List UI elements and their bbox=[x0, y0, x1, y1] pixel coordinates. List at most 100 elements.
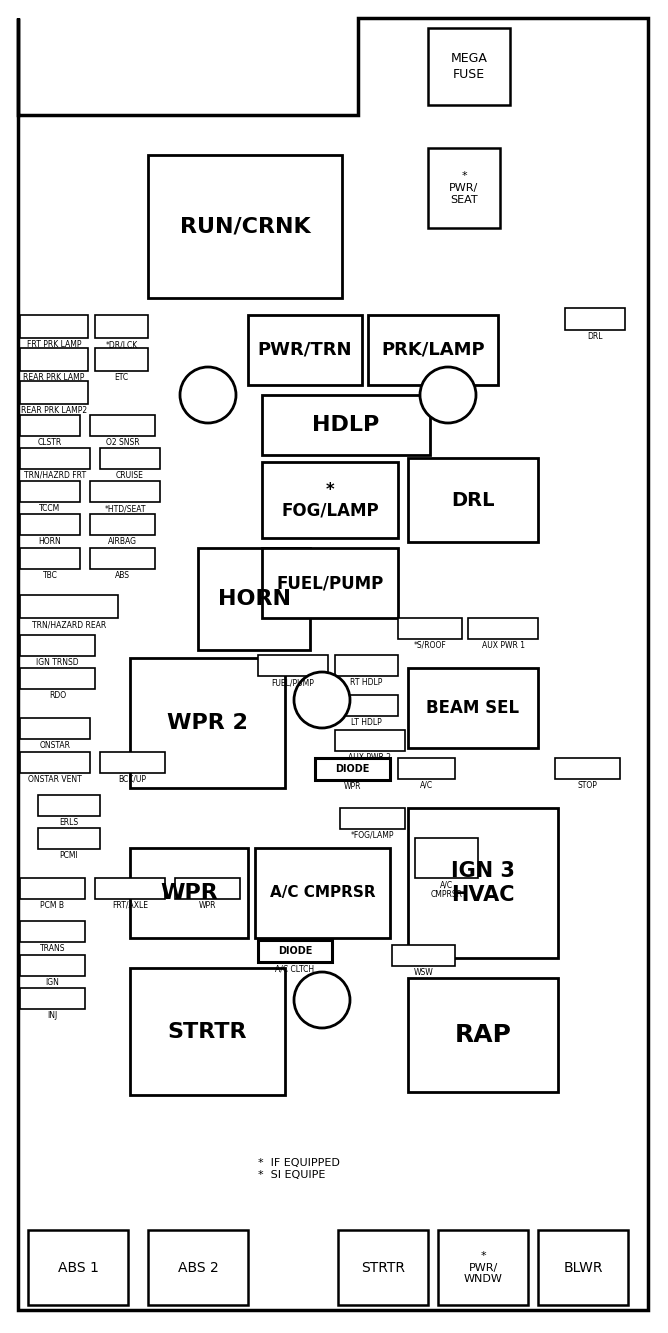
Text: A/C
CMPRSR: A/C CMPRSR bbox=[430, 880, 462, 900]
Text: HDLP: HDLP bbox=[313, 415, 379, 435]
Text: PWR/TRN: PWR/TRN bbox=[258, 341, 352, 359]
Text: WPR: WPR bbox=[344, 782, 361, 790]
Circle shape bbox=[294, 672, 350, 728]
Bar bbox=[335, 730, 405, 750]
Bar bbox=[315, 758, 390, 780]
Bar bbox=[408, 459, 538, 543]
Bar bbox=[408, 668, 538, 748]
Bar bbox=[415, 838, 478, 878]
Text: REAR PRK LAMP2: REAR PRK LAMP2 bbox=[21, 407, 87, 415]
Text: REAR PRK LAMP: REAR PRK LAMP bbox=[23, 373, 85, 383]
Bar bbox=[20, 548, 80, 569]
Bar bbox=[90, 481, 160, 503]
Bar bbox=[20, 752, 90, 773]
Bar bbox=[175, 878, 240, 898]
Bar bbox=[262, 463, 398, 539]
Text: IGN TRNSD: IGN TRNSD bbox=[36, 659, 79, 666]
Bar bbox=[262, 395, 430, 455]
Bar bbox=[262, 548, 398, 619]
Text: *DR/LCK: *DR/LCK bbox=[106, 340, 138, 349]
Bar bbox=[95, 348, 148, 371]
Text: IGN: IGN bbox=[45, 978, 59, 986]
Text: DIODE: DIODE bbox=[335, 764, 369, 774]
Text: BCK/UP: BCK/UP bbox=[118, 774, 146, 784]
Bar bbox=[338, 1230, 428, 1305]
Text: DIODE: DIODE bbox=[278, 946, 312, 956]
Bar bbox=[130, 968, 285, 1094]
Text: *
PWR/
WNDW: * PWR/ WNDW bbox=[464, 1250, 502, 1284]
Text: RUN/CRNK: RUN/CRNK bbox=[180, 216, 311, 236]
Circle shape bbox=[294, 972, 350, 1028]
Bar bbox=[20, 988, 85, 1009]
Text: CLSTR: CLSTR bbox=[38, 439, 62, 447]
Text: FUEL/PUMP: FUEL/PUMP bbox=[277, 575, 383, 592]
Text: TCCM: TCCM bbox=[39, 504, 61, 513]
Text: AIRBAG: AIRBAG bbox=[108, 537, 137, 547]
Bar bbox=[248, 315, 362, 385]
Text: RDO: RDO bbox=[49, 690, 66, 700]
Bar bbox=[148, 1230, 248, 1305]
Text: TBC: TBC bbox=[43, 571, 57, 580]
Bar bbox=[555, 758, 620, 778]
Text: WPR: WPR bbox=[160, 882, 218, 902]
Text: LT HDLP: LT HDLP bbox=[351, 718, 382, 726]
Text: STRTR: STRTR bbox=[168, 1021, 247, 1041]
Bar bbox=[20, 348, 88, 371]
Bar bbox=[20, 448, 90, 469]
Text: AUX PWR 2: AUX PWR 2 bbox=[349, 753, 391, 762]
Bar bbox=[95, 878, 165, 898]
Text: ABS 1: ABS 1 bbox=[57, 1261, 98, 1274]
Text: CRUISE: CRUISE bbox=[116, 471, 144, 480]
Bar bbox=[20, 381, 88, 404]
Text: HORN: HORN bbox=[218, 589, 291, 609]
Bar bbox=[408, 978, 558, 1092]
Text: FUEL/PUMP: FUEL/PUMP bbox=[272, 678, 315, 686]
Text: AUX PWR 1: AUX PWR 1 bbox=[482, 641, 524, 651]
Bar bbox=[20, 954, 85, 976]
Text: WPR: WPR bbox=[199, 901, 216, 910]
Text: ABS 2: ABS 2 bbox=[178, 1261, 218, 1274]
Bar bbox=[20, 635, 95, 656]
Text: WPR 2: WPR 2 bbox=[167, 713, 248, 733]
Bar bbox=[38, 794, 100, 816]
Text: STRTR: STRTR bbox=[361, 1261, 405, 1274]
Text: INJ: INJ bbox=[47, 1010, 57, 1020]
Bar bbox=[20, 595, 118, 619]
Bar bbox=[130, 659, 285, 788]
Bar bbox=[130, 848, 248, 938]
Text: ERLS: ERLS bbox=[59, 818, 79, 826]
Bar bbox=[428, 28, 510, 105]
Bar bbox=[20, 921, 85, 942]
Bar bbox=[335, 655, 398, 676]
Bar bbox=[100, 448, 160, 469]
Bar bbox=[335, 694, 398, 716]
Text: WSW: WSW bbox=[413, 968, 434, 977]
Bar bbox=[90, 415, 155, 436]
Text: MEGA
FUSE: MEGA FUSE bbox=[450, 52, 488, 80]
Bar bbox=[438, 1230, 528, 1305]
Text: TRANS: TRANS bbox=[40, 944, 65, 953]
Bar bbox=[20, 668, 95, 689]
Bar bbox=[20, 718, 90, 738]
Text: A/C: A/C bbox=[420, 781, 433, 790]
Bar bbox=[368, 315, 498, 385]
Bar bbox=[90, 515, 155, 535]
Text: DRL: DRL bbox=[587, 332, 603, 341]
Text: PCMI: PCMI bbox=[59, 850, 78, 860]
Text: BLWR: BLWR bbox=[563, 1261, 603, 1274]
Bar bbox=[258, 940, 332, 962]
Text: *HTD/SEAT: *HTD/SEAT bbox=[104, 504, 146, 513]
Text: PRK/LAMP: PRK/LAMP bbox=[381, 341, 485, 359]
Bar bbox=[392, 945, 455, 966]
Text: *S/ROOF: *S/ROOF bbox=[413, 641, 446, 651]
Bar bbox=[20, 515, 80, 535]
Text: RAP: RAP bbox=[454, 1022, 512, 1046]
Text: HORN: HORN bbox=[39, 537, 61, 547]
Bar bbox=[428, 148, 500, 228]
Circle shape bbox=[420, 367, 476, 423]
Text: *  IF EQUIPPED
*  SI EQUIPE: * IF EQUIPPED * SI EQUIPE bbox=[258, 1158, 340, 1180]
Text: DRL: DRL bbox=[452, 491, 495, 509]
Bar bbox=[95, 315, 148, 339]
Bar bbox=[340, 808, 405, 829]
Bar bbox=[28, 1230, 128, 1305]
